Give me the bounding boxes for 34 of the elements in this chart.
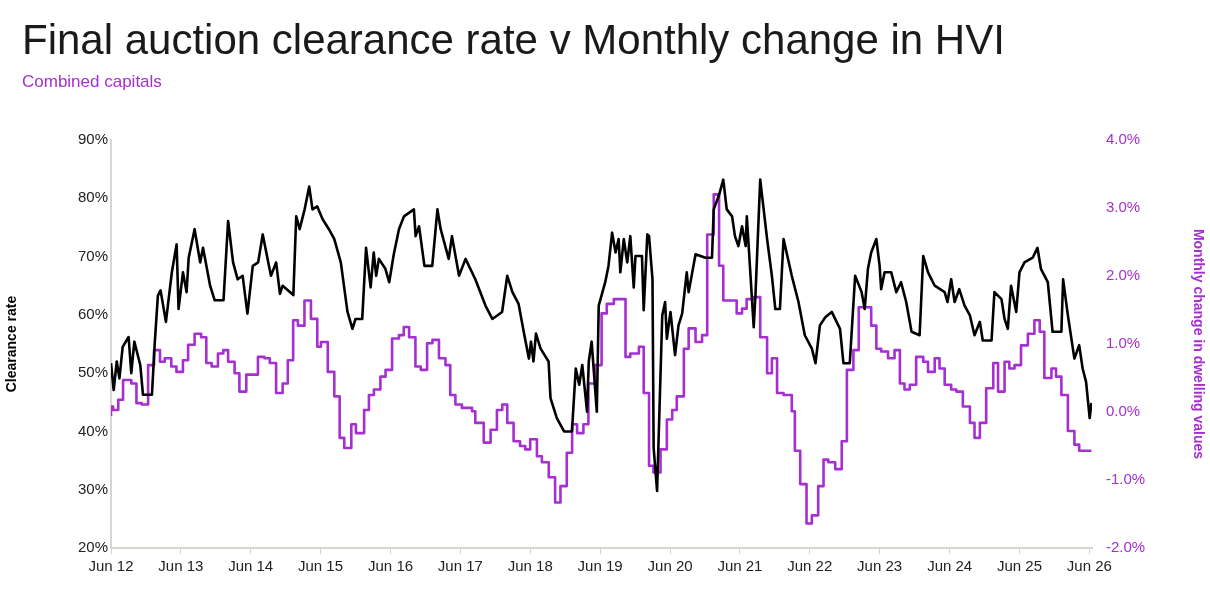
x-tick-label: Jun 18 <box>507 557 553 575</box>
y2-axis-title: Monthly change in dwelling values <box>1190 228 1207 460</box>
x-tick-label: Jun 13 <box>158 557 204 575</box>
x-tick-label: Jun 20 <box>647 557 693 575</box>
y2-tick-label: 0.0% <box>1106 402 1141 420</box>
y-tick-label: 80% <box>77 188 108 206</box>
y-tick-label: 30% <box>77 479 108 497</box>
x-tick-label: Jun 19 <box>577 557 623 575</box>
y-tick-label: 50% <box>77 363 108 381</box>
y-tick-label: 40% <box>77 421 108 439</box>
x-tick-label: Jun 23 <box>857 557 903 575</box>
x-tick-label: Jun 26 <box>1066 557 1112 575</box>
y2-tick-label: 3.0% <box>1106 198 1141 216</box>
x-tick-label: Jun 15 <box>297 557 344 575</box>
x-tick-label: Jun 25 <box>996 557 1043 575</box>
y2-tick-label: -1.0% <box>1106 470 1146 488</box>
x-tick-label: Jun 16 <box>368 557 414 575</box>
y-tick-label: 70% <box>77 246 108 264</box>
y-tick-label: 90% <box>77 130 108 148</box>
y-axis-title: Clearance rate <box>3 295 20 393</box>
chart-subtitle: Combined capitals <box>22 72 162 92</box>
x-tick-label: Jun 14 <box>228 557 274 575</box>
y-tick-label: 60% <box>77 305 108 322</box>
y2-tick-label: 4.0% <box>1106 130 1141 148</box>
x-tick-label: Jun 17 <box>437 557 483 575</box>
y2-tick-label: 1.0% <box>1106 334 1141 352</box>
x-tick-label: Jun 21 <box>717 557 763 575</box>
x-tick-label: Jun 24 <box>927 557 973 575</box>
chart-title: Final auction clearance rate v Monthly change in HVI <box>22 16 1005 64</box>
x-tick-label: Jun 22 <box>787 557 833 575</box>
y2-tick-label: 2.0% <box>1106 266 1141 284</box>
y-tick-label: 20% <box>77 538 108 556</box>
y2-tick-label: -2.0% <box>1106 538 1146 556</box>
x-tick-label: Jun 12 <box>88 557 134 575</box>
